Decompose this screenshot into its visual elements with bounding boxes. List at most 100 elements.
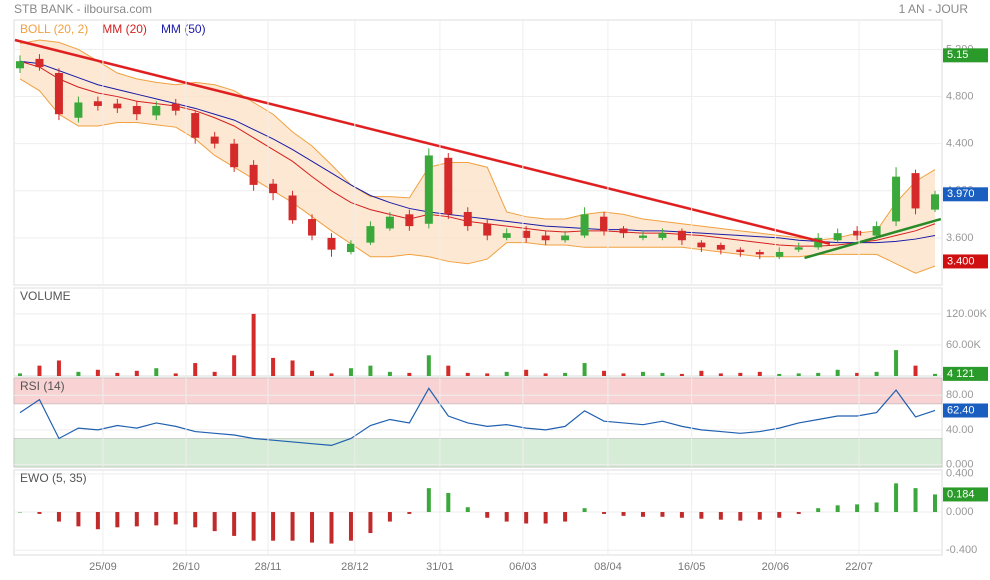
bar: [310, 512, 315, 543]
x-tick-label: 31/01: [426, 561, 454, 573]
bar: [290, 360, 295, 376]
y-tick-label: 60.00K: [946, 339, 982, 351]
bar: [56, 360, 61, 376]
y-tick-label: 40.00: [946, 424, 974, 436]
bar: [894, 350, 899, 376]
bar: [699, 370, 704, 376]
trendline: [804, 217, 942, 260]
bar: [446, 365, 451, 376]
candle-body: [424, 155, 433, 224]
bollinger-area: [20, 40, 935, 274]
bar: [660, 512, 665, 517]
candle-body: [93, 101, 102, 106]
bar: [329, 373, 334, 376]
candle-body: [911, 173, 920, 209]
bar: [465, 372, 470, 376]
bar: [56, 512, 61, 522]
bar: [543, 512, 548, 524]
candle-body: [152, 105, 161, 116]
bar: [407, 372, 412, 376]
bar: [212, 512, 217, 532]
y-tick-label: 4.800: [946, 90, 974, 102]
candle-body: [658, 233, 667, 238]
candle-body: [853, 230, 862, 236]
last-value-badge: [943, 366, 988, 381]
candle-body: [814, 237, 823, 248]
candle-body: [755, 252, 764, 255]
bar: [446, 492, 451, 513]
y-tick-label: 3.600: [946, 232, 974, 244]
bar: [679, 512, 684, 518]
bar: [251, 313, 256, 376]
bar: [816, 372, 821, 376]
legend-entry: MM (50): [161, 22, 206, 36]
bar: [154, 512, 159, 526]
bar: [563, 512, 568, 522]
bar: [835, 369, 840, 376]
bar: [738, 512, 743, 521]
candle-body: [716, 244, 725, 250]
bar: [504, 512, 509, 522]
x-tick-label: 08/04: [594, 561, 622, 573]
candle-body: [35, 58, 44, 68]
candle-body: [522, 230, 531, 238]
x-tick-label: 28/11: [255, 561, 282, 573]
last-value-badge: [943, 403, 988, 418]
y-tick-label: 120.00K: [946, 308, 988, 320]
bar: [407, 512, 412, 514]
candle-body: [269, 183, 278, 194]
bar: [134, 370, 139, 376]
bar: [485, 373, 490, 376]
bar: [251, 512, 256, 541]
bar: [76, 371, 81, 376]
candle-body: [405, 214, 414, 227]
last-value-label: 3.400: [947, 255, 975, 267]
bar: [426, 488, 431, 513]
last-value-badge: [943, 48, 988, 63]
candle-body: [385, 216, 394, 229]
bar: [757, 371, 762, 376]
bar: [193, 363, 198, 376]
bar: [563, 372, 568, 376]
bar: [348, 368, 353, 376]
candle-body: [619, 228, 628, 234]
candle-body: [872, 226, 881, 236]
candle-body: [113, 103, 122, 109]
bar: [855, 504, 860, 513]
bar: [640, 371, 645, 376]
bar: [485, 512, 490, 518]
candle-body: [327, 237, 336, 250]
candle-body: [308, 219, 317, 236]
candle-body: [191, 113, 200, 138]
y-tick-label: 80.00: [946, 389, 974, 401]
bar: [679, 373, 684, 376]
bollinger-upper: [19, 39, 936, 241]
panel-frame: [13, 287, 943, 377]
bar: [874, 371, 879, 376]
candle-body: [132, 105, 141, 115]
bar: [757, 512, 762, 520]
bar: [115, 372, 120, 376]
bar: [290, 512, 295, 541]
bar: [796, 373, 801, 376]
bar: [543, 373, 548, 376]
bar: [913, 488, 918, 513]
panel-title: EWO (5, 35): [20, 471, 87, 485]
bar: [134, 512, 139, 527]
candle-body: [463, 211, 472, 227]
y-tick-label: 0.000: [946, 506, 974, 518]
bar: [894, 483, 899, 513]
candle-body: [794, 247, 803, 250]
last-value-badge: [943, 487, 988, 502]
bar: [212, 371, 217, 376]
moving-average: [19, 60, 936, 244]
bar: [387, 371, 392, 376]
bar: [933, 494, 937, 513]
bar: [835, 505, 840, 513]
x-tick-label: 28/12: [341, 561, 369, 573]
bar: [602, 370, 607, 376]
bar: [173, 373, 178, 376]
panel-title: VOLUME: [20, 289, 71, 303]
candle-body: [561, 235, 570, 241]
